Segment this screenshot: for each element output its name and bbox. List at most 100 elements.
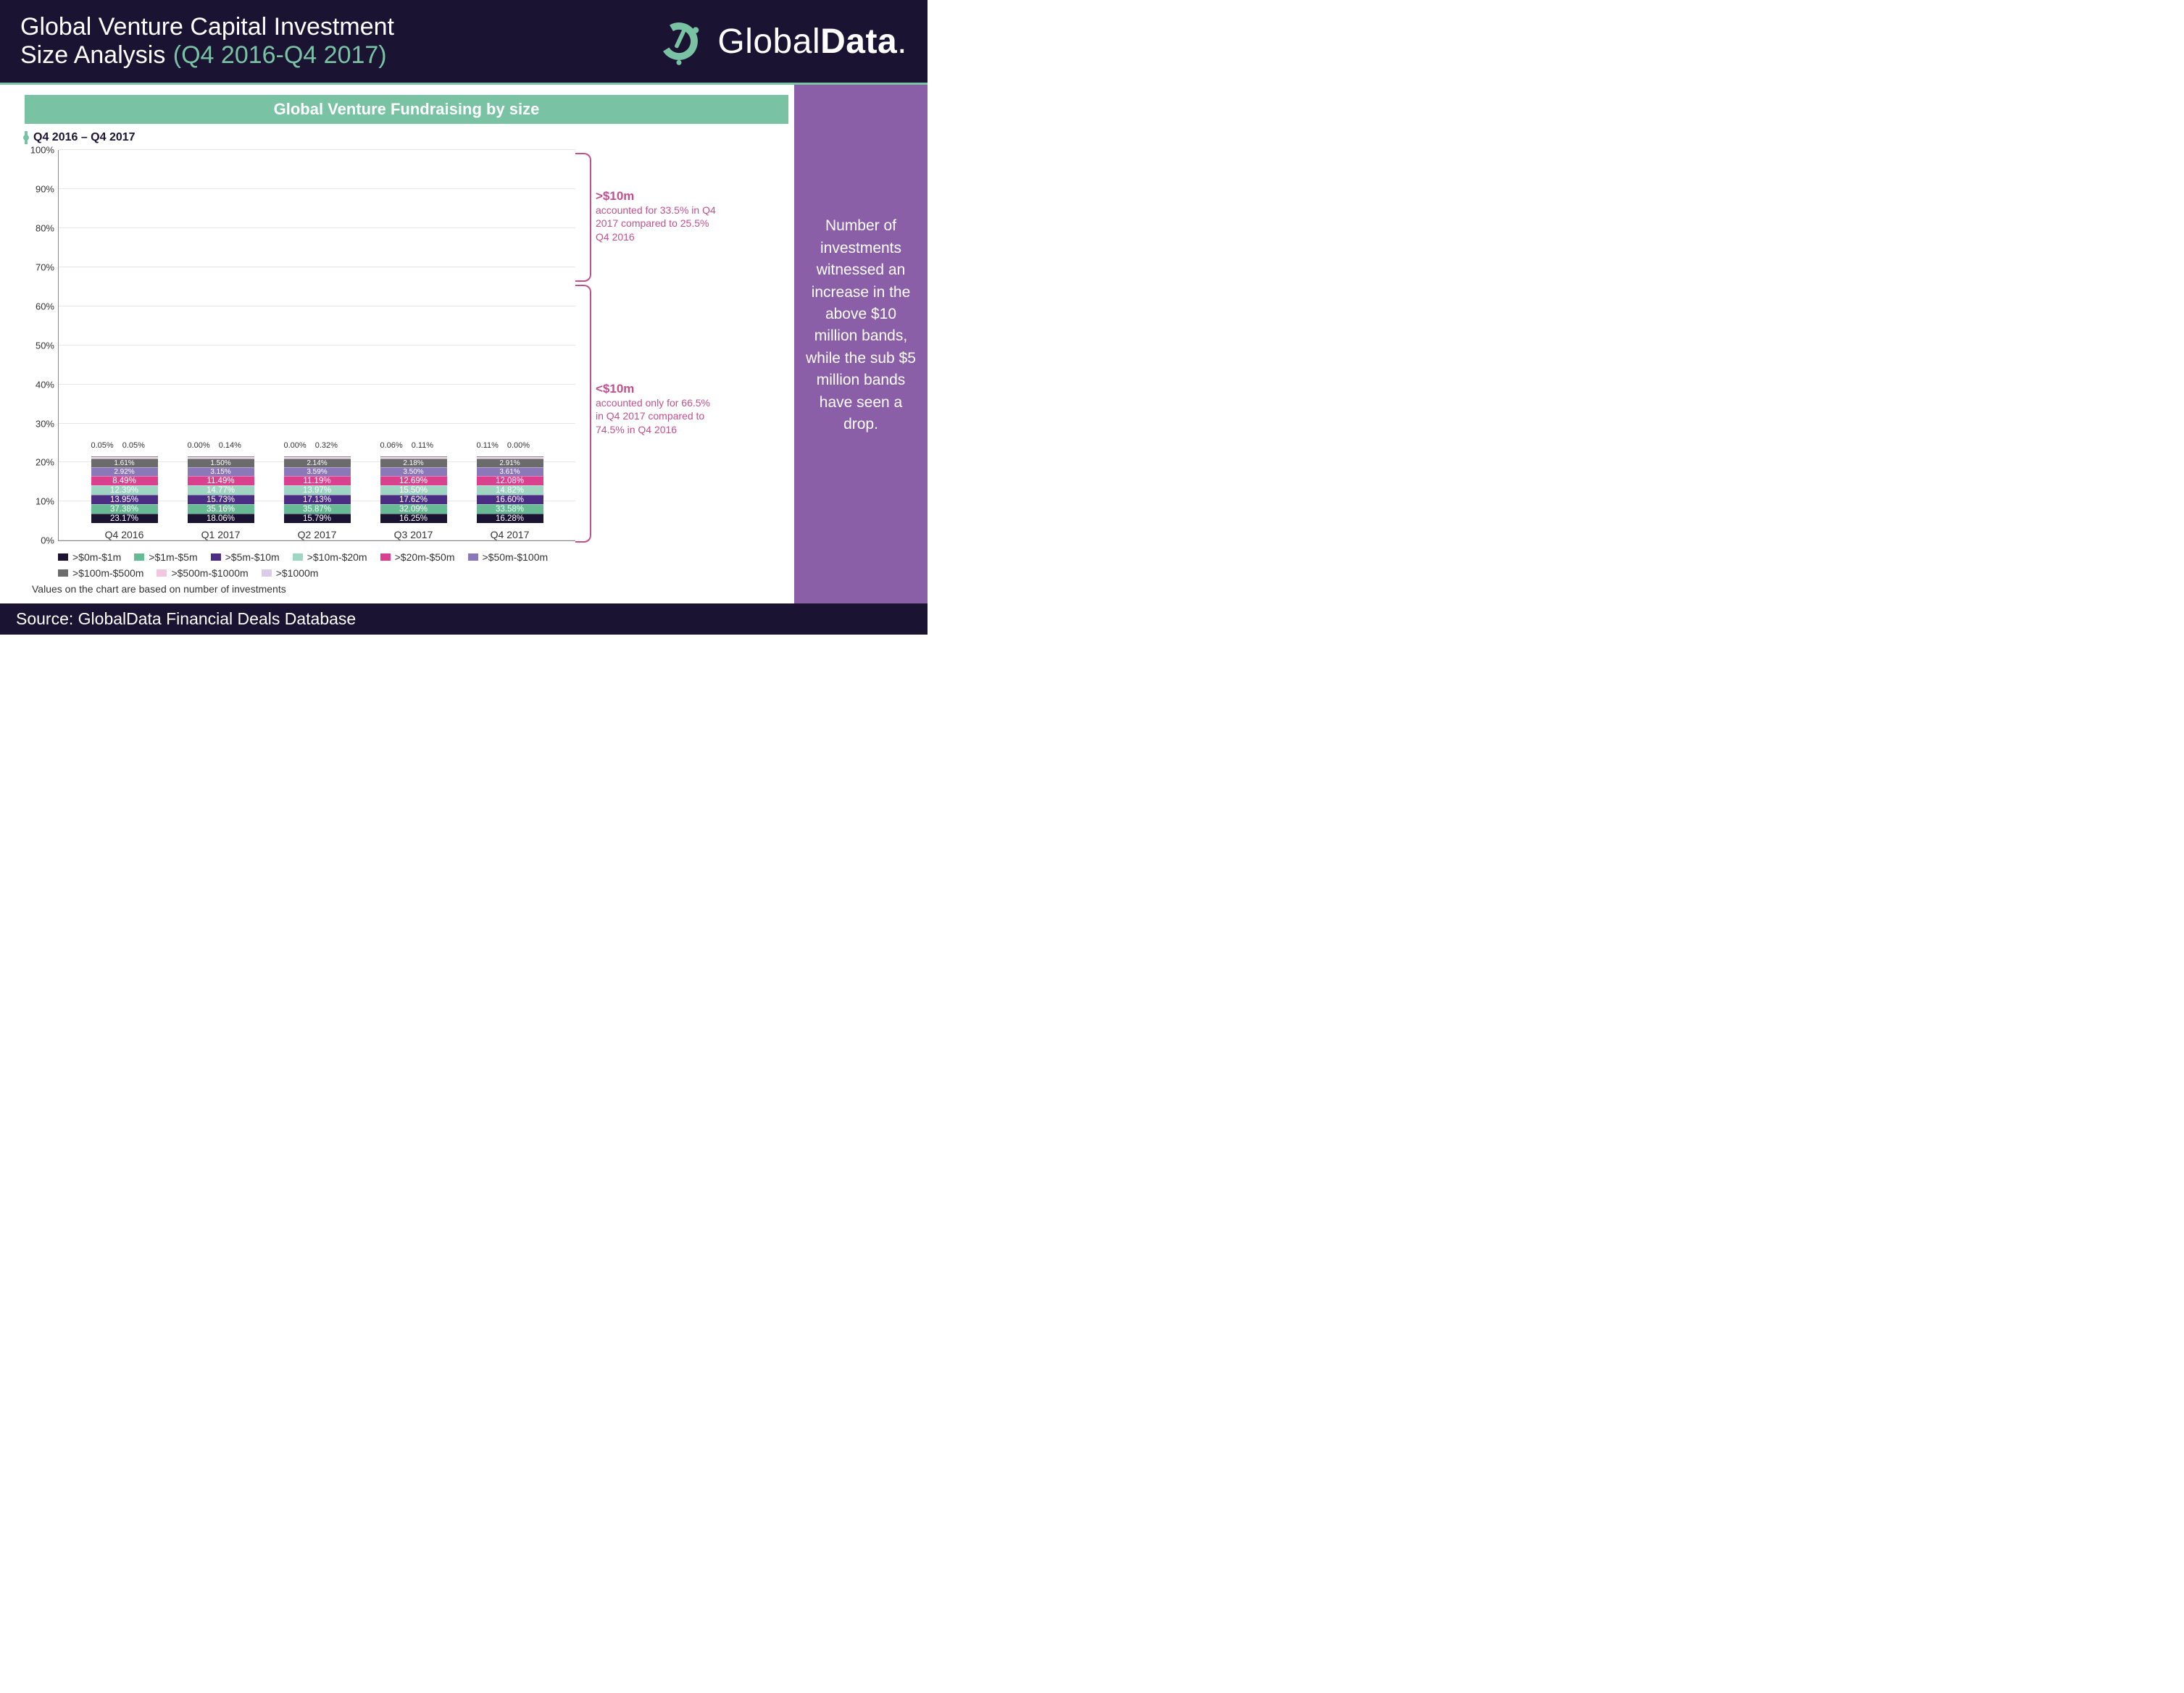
bar-segment (188, 458, 254, 459)
chart-title-bar: Global Venture Fundraising by size (25, 95, 788, 124)
legend-item: >$1m-$5m (134, 551, 197, 563)
legend-label: >$100m-$500m (72, 567, 143, 579)
annot-lower-text: accounted only for 66.5% in Q4 2017 comp… (596, 396, 719, 436)
y-axis-label: 70% (25, 262, 54, 272)
legend-item: >$5m-$10m (211, 551, 280, 563)
bar-segment (380, 457, 447, 458)
annotation-column: >$10m accounted for 33.5% in Q4 2017 com… (575, 150, 788, 603)
plot: 0%10%20%30%40%50%60%70%80%90%100%0.05%0.… (58, 150, 575, 541)
legend-item: >$500m-$1000m (157, 567, 248, 579)
chart-column: 0%10%20%30%40%50%60%70%80%90%100%0.05%0.… (25, 150, 575, 603)
bar-segment: 23.17% (91, 514, 158, 523)
bar-segment (188, 457, 254, 458)
annot-upper-label: >$10m (596, 189, 719, 204)
brand-dot: . (897, 22, 907, 61)
stacked-bar: 0.05%0.05%23.17%37.38%13.95%12.39%8.49%2… (91, 456, 158, 523)
x-axis-label: Q2 2017 (298, 529, 337, 540)
source-footer: Source: GlobalData Financial Deals Datab… (0, 603, 928, 635)
bar-top-label: 0.05% (122, 441, 145, 450)
bar-top-label: 0.00% (188, 441, 210, 450)
legend-swatch (468, 553, 478, 561)
y-axis-label: 80% (25, 223, 54, 234)
legend-item: >$50m-$100m (468, 551, 549, 563)
bar-segment: 15.50% (380, 485, 447, 495)
bar-segment: 2.14% (284, 459, 351, 467)
bar-top-label: 0.06% (380, 441, 403, 450)
stacked-bar: 0.06%0.11%16.25%32.09%17.62%15.50%12.69%… (380, 456, 447, 523)
bars-container: 0.05%0.05%23.17%37.38%13.95%12.39%8.49%2… (59, 150, 575, 540)
y-axis-label: 10% (25, 496, 54, 507)
header-title-block: Global Venture Capital Investment Size A… (20, 13, 654, 70)
legend-swatch (380, 553, 391, 561)
legend: >$0m-$1m >$1m-$5m >$5m-$10m >$10m-$20m >$20m… (58, 551, 565, 579)
title-period: (Q4 2016-Q4 2017) (173, 41, 387, 69)
legend-label: >$5m-$10m (225, 551, 280, 563)
title-line-1: Global Venture Capital Investment (20, 13, 654, 41)
y-axis-label: 50% (25, 340, 54, 351)
y-axis-label: 0% (25, 535, 54, 546)
bar-segment: 2.18% (380, 459, 447, 467)
bar-segment (477, 457, 543, 458)
bar-segment: 16.28% (477, 514, 543, 523)
chart-area: 0%10%20%30%40%50%60%70%80%90%100%0.05%0.… (25, 150, 788, 603)
title-line-2: Size Analysis (20, 41, 165, 69)
legend-item: >$10m-$20m (293, 551, 367, 563)
bar-segment: 16.25% (380, 514, 447, 523)
bar-segment: 13.97% (284, 485, 351, 495)
bar-segment: 1.50% (188, 459, 254, 467)
bar-segment: 11.49% (188, 476, 254, 485)
bar-segment (380, 458, 447, 459)
bar-segment: 3.15% (188, 467, 254, 476)
brace-lower (575, 285, 591, 543)
body-row: Global Venture Fundraising by size Q4 20… (0, 85, 928, 603)
annotation-upper: >$10m accounted for 33.5% in Q4 2017 com… (596, 189, 719, 243)
bar-segment: 14.82% (477, 485, 543, 495)
bar-segment: 3.61% (477, 467, 543, 476)
bar-segment: 12.08% (477, 476, 543, 485)
bar-top-labels: 0.00% 0.14% (188, 441, 241, 450)
sidebar-text: Number of investments witnessed an incre… (806, 215, 916, 435)
bar-group: 0.00%0.14%18.06%35.16%15.73%14.77%11.49%… (172, 456, 269, 540)
bar-segment: 18.06% (188, 514, 254, 523)
brand-name: GlobalData. (717, 22, 907, 62)
bar-segment (284, 457, 351, 458)
bar-top-label: 0.00% (284, 441, 307, 450)
x-axis-label: Q4 2017 (491, 529, 530, 540)
bar-top-label: 0.11% (477, 441, 499, 450)
bar-top-labels: 0.00%0.32% (284, 441, 338, 450)
bar-segment: 17.62% (380, 495, 447, 504)
legend-swatch (134, 553, 144, 561)
y-axis-label: 60% (25, 301, 54, 312)
stacked-bar: 0.00%0.32%15.79%35.87%17.13%13.97%11.19%… (284, 456, 351, 523)
legend-item: >$20m-$50m (380, 551, 455, 563)
bar-top-label: 0.00% (507, 441, 530, 450)
infographic-root: Global Venture Capital Investment Size A… (0, 0, 928, 635)
legend-swatch (58, 569, 68, 577)
annot-lower-label: <$10m (596, 382, 719, 396)
x-axis-label: Q4 2016 (105, 529, 144, 540)
bar-segment (91, 457, 158, 458)
bar-top-label: 0.14% (219, 441, 241, 450)
bar-top-label: 0.05% (91, 441, 114, 450)
legend-swatch (211, 553, 221, 561)
legend-label: >$500m-$1000m (171, 567, 248, 579)
legend-item: >$1000m (262, 567, 319, 579)
bar-segment: 2.92% (91, 467, 158, 476)
bar-segment: 12.69% (380, 476, 447, 485)
sidebar: Number of investments witnessed an incre… (794, 85, 928, 603)
legend-swatch (293, 553, 303, 561)
brand-logo: GlobalData. (654, 16, 907, 67)
bar-segment: 35.87% (284, 504, 351, 514)
bar-segment: 1.61% (91, 459, 158, 467)
legend-item: >$0m-$1m (58, 551, 121, 563)
bar-segment: 35.16% (188, 504, 254, 514)
bar-segment: 15.73% (188, 495, 254, 504)
bar-segment: 33.58% (477, 504, 543, 514)
bar-group: 0.00%0.32%15.79%35.87%17.13%13.97%11.19%… (269, 456, 365, 540)
legend-label: >$20m-$50m (395, 551, 455, 563)
chart-subtitle-range: Q4 2016 – Q4 2017 (25, 131, 788, 144)
bar-segment: 32.09% (380, 504, 447, 514)
legend-item: >$100m-$500m (58, 567, 143, 579)
brand-icon (654, 16, 704, 67)
bar-group: 0.06%0.11%16.25%32.09%17.62%15.50%12.69%… (365, 456, 462, 540)
